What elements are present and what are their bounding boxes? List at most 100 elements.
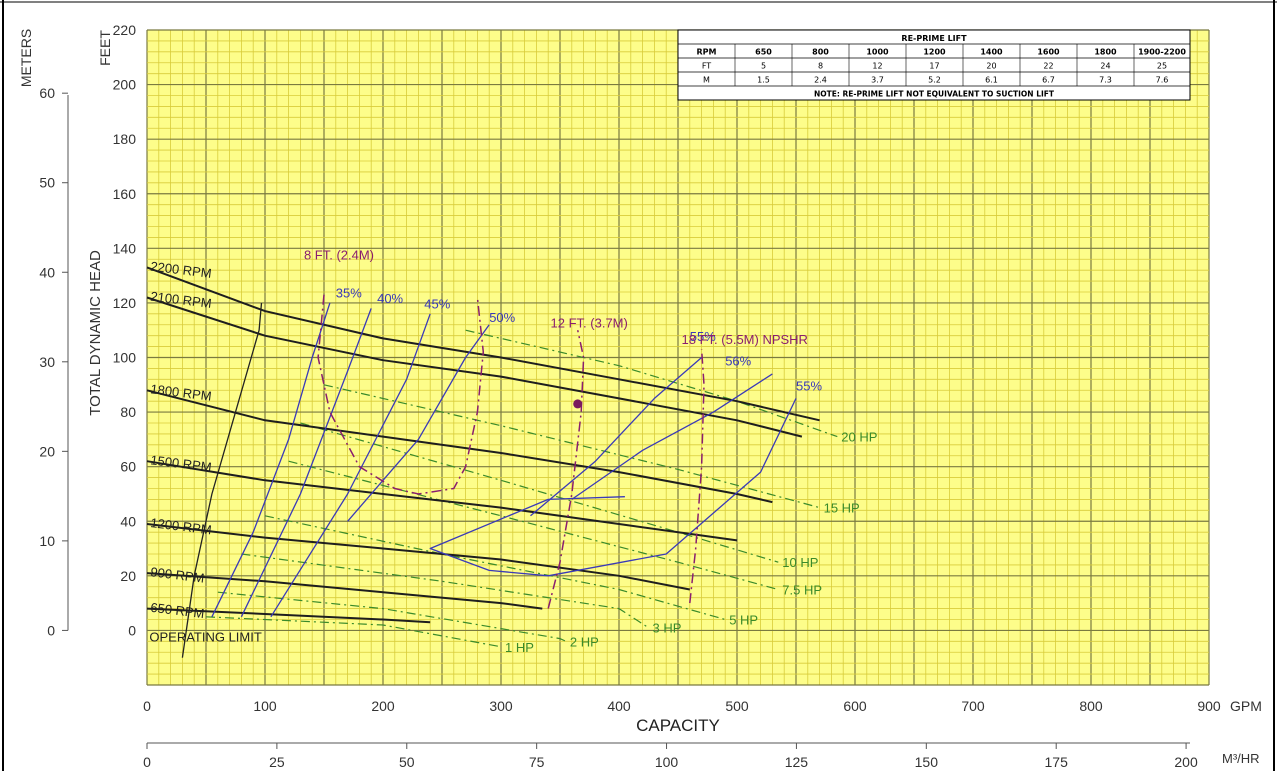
rpm-curve <box>146 460 738 542</box>
table-note: NOTE: RE-PRIME LIFT NOT EQUIVALENT TO SU… <box>814 90 1055 99</box>
table-cell: 12 <box>872 62 882 71</box>
efficiency-label: 50% <box>489 310 515 325</box>
horsepower-label: 15 HP <box>824 501 860 516</box>
rpm-label: 1800 RPM <box>150 381 213 403</box>
table-cell: 22 <box>1043 62 1053 71</box>
y2-tick-label: 60 <box>39 85 55 101</box>
y-axis-unit: FEET <box>97 30 113 66</box>
y-tick-label: 20 <box>120 568 136 584</box>
x-tick-label: 500 <box>725 698 749 714</box>
horsepower-label: 10 HP <box>782 555 818 570</box>
efficiency-curves <box>211 302 797 618</box>
x-tick-label: 200 <box>371 698 395 714</box>
x2-tick-label: 0 <box>143 754 151 770</box>
horsepower-label: 3 HP <box>653 621 682 636</box>
rpm-curve <box>146 296 803 438</box>
efficiency-curve <box>429 398 797 577</box>
x-tick-label: 900 <box>1197 698 1221 714</box>
table-cell: 1800 <box>1094 48 1117 57</box>
efficiency-curve <box>270 313 431 618</box>
table-cell: 800 <box>812 48 829 57</box>
rpm-label: 900 RPM <box>150 564 206 585</box>
rpm-label: 1500 RPM <box>150 452 213 474</box>
table-cell: 1400 <box>980 48 1003 57</box>
x2-tick-label: 75 <box>529 754 545 770</box>
y-tick-label: 100 <box>113 350 137 366</box>
x-tick-label: 100 <box>253 698 277 714</box>
x2-tick-label: 125 <box>785 754 809 770</box>
efficiency-curve <box>240 308 372 618</box>
table-frame <box>677 29 1191 101</box>
operating-limit-label: OPERATING LIMIT <box>149 629 261 644</box>
y-tick-label: 140 <box>113 240 137 256</box>
x2-tick-label: 200 <box>1174 754 1198 770</box>
table-cell: 7.6 <box>1156 76 1169 85</box>
horsepower-line <box>217 591 567 642</box>
x-axis-title: CAPACITY <box>636 716 720 735</box>
table-cell: M <box>703 76 710 85</box>
horsepower-line <box>241 553 649 629</box>
efficiency-curve <box>347 324 490 522</box>
y2-tick-label: 0 <box>47 622 55 638</box>
table-title: RE-PRIME LIFT <box>901 34 967 43</box>
table-cell: 20 <box>986 62 996 71</box>
table-cell: 8 <box>818 62 823 71</box>
operating-point-marker <box>573 399 583 409</box>
rpm-curve <box>146 266 820 422</box>
y-axis-title: TOTAL DYNAMIC HEAD <box>87 250 104 416</box>
rpm-curve <box>146 389 773 504</box>
efficiency-curve <box>211 302 331 618</box>
rpm-label: 2200 RPM <box>150 259 213 281</box>
rpm-label: 1200 RPM <box>150 515 213 537</box>
y-tick-label: 160 <box>113 186 137 202</box>
reprime-lift-table: RE-PRIME LIFT RPM 650 800 1000 1200 1400 1600 18… <box>677 29 1191 101</box>
x-tick-label: 700 <box>961 698 985 714</box>
rpm-curves <box>146 266 820 624</box>
horsepower-lines <box>205 329 838 648</box>
x2-tick-label: 100 <box>655 754 679 770</box>
table-cell: FT <box>702 62 711 71</box>
x-tick-label: 400 <box>607 698 631 714</box>
horsepower-line <box>264 515 726 621</box>
x-tick-label: 0 <box>143 698 151 714</box>
x-tick-label: 600 <box>843 698 867 714</box>
table-cell: 5.2 <box>928 76 941 85</box>
horsepower-label: 5 HP <box>729 613 758 628</box>
rpm-curve <box>146 572 543 610</box>
y-tick-label: 60 <box>120 459 136 475</box>
y-tick-label: 40 <box>120 513 136 529</box>
y-tick-label: 120 <box>113 295 137 311</box>
x2-tick-label: 150 <box>915 754 939 770</box>
table-cell: 5 <box>761 62 766 71</box>
x2-axis-unit: M³/HR <box>1222 751 1260 766</box>
rpm-label: 650 RPM <box>150 600 206 621</box>
npshr-label: 18 FT. (5.5M) NPSHR <box>682 332 808 347</box>
horsepower-label: 1 HP <box>505 640 534 655</box>
table-cell: 1200 <box>923 48 946 57</box>
axis-titles: CAPACITY GPM M³/HR TOTAL DYNAMIC HEAD FE… <box>18 29 1262 766</box>
table-cell: 1600 <box>1037 48 1060 57</box>
efficiency-label: 35% <box>336 285 362 300</box>
rpm-curve <box>146 607 431 624</box>
x2-tick-label: 25 <box>269 754 285 770</box>
horsepower-line <box>300 422 779 563</box>
y2-tick-label: 30 <box>39 354 55 370</box>
horsepower-line <box>323 384 820 509</box>
horsepower-label: 7.5 HP <box>782 582 822 597</box>
y2-tick-label: 10 <box>39 533 55 549</box>
table-cell: 1.5 <box>757 76 770 85</box>
efficiency-label: 40% <box>377 291 403 306</box>
y-tick-label: 200 <box>113 77 137 93</box>
npshr-curve <box>317 294 485 495</box>
npshr-label: 12 FT. (3.7M) <box>551 315 628 330</box>
y-tick-label: 0 <box>128 622 136 638</box>
table-cell: 6.7 <box>1042 76 1055 85</box>
curve-labels: 20 HP 15 HP 10 HP 7.5 HP 5 HP 3 HP 2 HP 1 HP 220… <box>149 247 877 655</box>
efficiency-curve <box>571 373 773 500</box>
table-cell: 6.1 <box>985 76 998 85</box>
horsepower-label: 20 HP <box>841 430 877 445</box>
y2-tick-label: 50 <box>39 175 55 191</box>
x2-tick-label: 175 <box>1045 754 1069 770</box>
